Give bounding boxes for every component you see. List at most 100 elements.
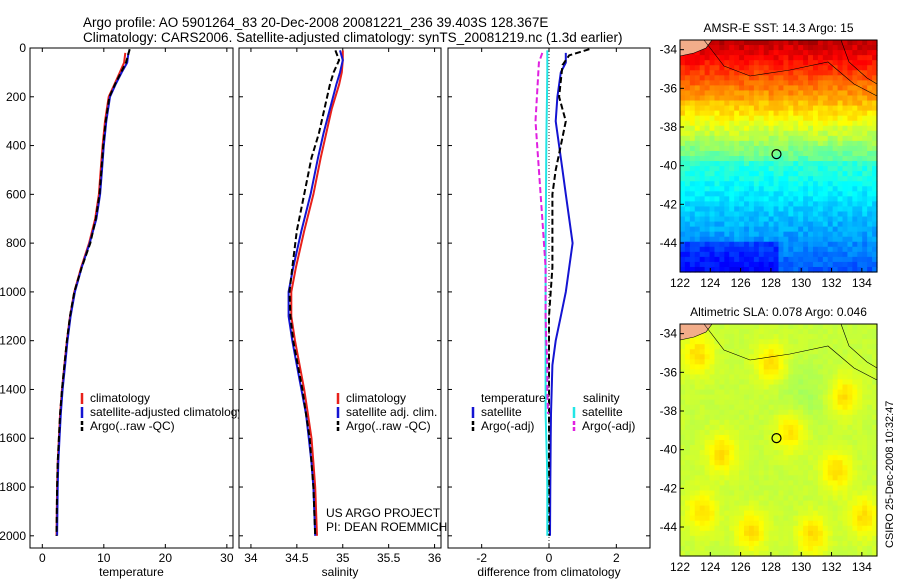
map-cell — [817, 120, 824, 127]
map-cell — [729, 80, 735, 86]
map-cell — [694, 535, 701, 542]
map-cell — [817, 374, 824, 381]
map-cell — [748, 45, 755, 51]
map-cell — [793, 525, 799, 532]
map-cell — [684, 120, 691, 127]
map-cell — [798, 424, 804, 431]
map-cell — [729, 105, 735, 112]
map-cell — [763, 465, 770, 471]
map-cell — [852, 550, 858, 557]
map-cell — [753, 525, 760, 532]
map-cell — [768, 329, 775, 335]
map-cell — [689, 349, 696, 355]
map-cell — [803, 389, 809, 396]
map-cell — [684, 470, 691, 476]
map-cell — [680, 399, 686, 406]
map-cell — [793, 414, 799, 421]
map-cell — [822, 525, 829, 532]
map-cell — [689, 105, 696, 112]
map-cell — [709, 110, 716, 117]
map-cell — [680, 414, 686, 421]
map-cell — [753, 399, 760, 406]
map-cell — [832, 424, 839, 431]
map-cell — [773, 445, 780, 451]
map-cell — [778, 251, 785, 258]
map-cell — [689, 500, 696, 507]
map-cell — [827, 545, 834, 552]
map-cell — [714, 545, 720, 552]
map-cell — [783, 125, 789, 132]
map-cell — [768, 429, 775, 436]
x-tick-label: 0 — [546, 551, 553, 565]
map-cell — [724, 221, 730, 228]
map-cell — [753, 540, 760, 547]
map-cell — [758, 70, 765, 76]
x-tick-label: 35.5 — [377, 551, 401, 565]
map-cell — [857, 256, 863, 263]
map-cell — [798, 404, 804, 411]
map-cell — [768, 379, 775, 386]
map-cell — [827, 485, 834, 492]
map-cell — [872, 45, 878, 51]
map-cell — [842, 339, 849, 345]
map-cell — [768, 40, 775, 46]
map-cell — [847, 196, 853, 202]
map-cell — [822, 256, 829, 263]
map-cell — [798, 196, 804, 202]
map-cell — [798, 85, 804, 92]
map-cell — [694, 55, 701, 61]
map-cell — [793, 70, 799, 76]
map-cell — [694, 550, 701, 557]
map-cell — [684, 261, 691, 268]
map-cell — [699, 135, 706, 142]
map-cell — [729, 520, 735, 527]
map-cell — [753, 515, 760, 522]
map-cell — [847, 70, 853, 76]
map-cell — [803, 465, 809, 471]
map-cell — [798, 379, 804, 386]
map-cell — [748, 135, 755, 142]
map-cell — [812, 120, 819, 127]
map-cell — [857, 130, 863, 137]
map-cell — [808, 445, 814, 451]
map-cell — [817, 216, 824, 223]
map-cell — [793, 221, 799, 228]
map-cell — [744, 50, 750, 56]
map-cell — [748, 161, 755, 167]
map-cell — [857, 125, 863, 132]
map-cell — [714, 424, 720, 431]
map-cell — [837, 349, 844, 355]
map-cell — [852, 181, 858, 187]
map-cell — [803, 85, 809, 92]
map-cell — [709, 384, 716, 391]
map-cell — [798, 434, 804, 441]
map-cell — [872, 500, 878, 507]
map-cell — [739, 201, 745, 208]
map-cell — [867, 261, 873, 268]
map-cell — [699, 100, 706, 107]
map-cell — [852, 115, 858, 122]
map-cell — [699, 261, 706, 268]
map-cell — [827, 359, 834, 365]
map-cell — [724, 344, 730, 350]
map-cell — [793, 470, 799, 476]
map-cell — [704, 394, 711, 401]
map-cell — [847, 324, 853, 330]
map-cell — [842, 251, 849, 258]
map-cell — [817, 545, 824, 552]
map-cell — [798, 156, 804, 162]
map-cell — [724, 545, 730, 552]
map-cell — [763, 530, 770, 537]
map-cell — [714, 90, 720, 97]
map-cell — [852, 236, 858, 243]
map-cell — [758, 60, 765, 66]
map-cell — [680, 171, 686, 177]
map-cell — [793, 535, 799, 542]
map-cell — [862, 399, 868, 406]
map-cell — [694, 186, 701, 192]
map-cell — [744, 246, 750, 253]
map-cell — [812, 545, 819, 552]
map-cell — [817, 226, 824, 233]
map-cell — [857, 166, 863, 172]
map-cell — [867, 256, 873, 263]
